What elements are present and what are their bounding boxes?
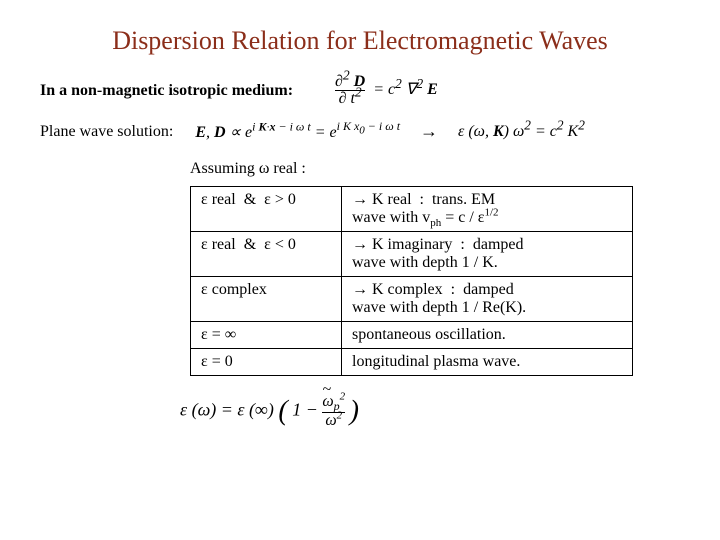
res-cell: → K complex : damped wave with depth 1 /…	[342, 277, 633, 322]
line-plane-wave: Plane wave solution: E, D ∝ ei K·x − i ω…	[40, 121, 680, 142]
cond-cell: ε real & ε > 0	[191, 187, 342, 232]
cond-cell: ε = ∞	[191, 322, 342, 349]
cases-table: ε real & ε > 0 → K real : trans. EM wave…	[190, 186, 633, 376]
res-cell: → K imaginary : damped wave with depth 1…	[342, 232, 633, 277]
eq-dispersion: ε (ω, K) ω2 = c2 K2	[458, 123, 585, 141]
line-nonmagnetic: In a non-magnetic isotropic medium: ∂2 D…	[40, 74, 680, 107]
eq-epsilon-omega: ε (ω) = ε (∞) ( 1 − ω~p2 ω2 )	[180, 394, 680, 429]
cond-cell: ε complex	[191, 277, 342, 322]
table-row: ε real & ε < 0 → K imaginary : damped wa…	[191, 232, 633, 277]
table-row: ε = ∞ spontaneous oscillation.	[191, 322, 633, 349]
assume-label: Assuming ω real :	[190, 160, 680, 178]
table-row: ε = 0 longitudinal plasma wave.	[191, 349, 633, 376]
label-nonmagnetic: In a non-magnetic isotropic medium:	[40, 82, 293, 100]
cond-cell: ε real & ε < 0	[191, 232, 342, 277]
cond-cell: ε = 0	[191, 349, 342, 376]
table-row: ε complex → K complex : damped wave with…	[191, 277, 633, 322]
res-cell: → K real : trans. EM wave with vph = c /…	[342, 187, 633, 232]
eq-plane-wave-left: E, D ∝ ei K·x − i ω t = ei K x0 − i ω t	[195, 122, 400, 142]
arrow-icon: →	[420, 121, 438, 142]
table-row: ε real & ε > 0 → K real : trans. EM wave…	[191, 187, 633, 232]
slide-title: Dispersion Relation for Electromagnetic …	[40, 26, 680, 56]
label-plane-wave: Plane wave solution:	[40, 123, 173, 141]
eq-wave-equation: ∂2 D ∂ t2 = c2 ∇2 E	[335, 74, 438, 107]
res-cell: spontaneous oscillation.	[342, 322, 633, 349]
res-cell: longitudinal plasma wave.	[342, 349, 633, 376]
